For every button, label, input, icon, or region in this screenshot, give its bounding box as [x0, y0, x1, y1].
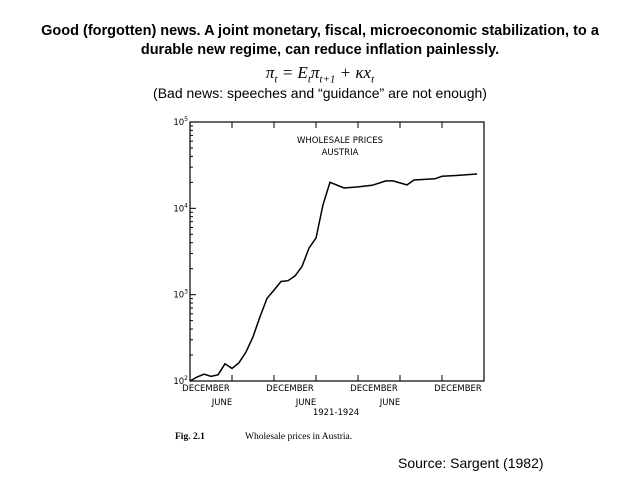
- headline-line-2: durable new regime, can reduce inflation…: [140, 42, 500, 58]
- chart-title-line-2: AUSTRIA: [322, 148, 359, 158]
- x-tick-label: JUNE: [211, 398, 232, 408]
- x-tick-label: JUNE: [295, 398, 316, 408]
- y-tick-label: 104: [173, 202, 188, 214]
- y-tick-label: 105: [173, 116, 188, 128]
- x-tick-label: DECEMBER: [182, 384, 230, 394]
- source-note: Source: Sargent (1982): [398, 455, 544, 471]
- x-tick-label: DECEMBER: [434, 384, 482, 394]
- y-tick-label: 102: [173, 375, 188, 387]
- x-tick-label: JUNE: [379, 398, 400, 408]
- figure-caption: Wholesale prices in Austria.: [245, 432, 352, 442]
- x-axis-label: 1921-1924: [313, 408, 359, 418]
- series-line: [189, 173, 478, 382]
- y-tick-label: 103: [173, 289, 188, 301]
- eq-sub: t: [371, 73, 375, 86]
- eq-kappa-x: + κx: [335, 63, 372, 82]
- eq-sub: t: [274, 73, 278, 86]
- plot-frame: [189, 121, 485, 382]
- x-tick-label: DECEMBER: [266, 384, 314, 394]
- chart-title-line-1: WHOLESALE PRICES: [297, 136, 383, 146]
- figure-number: Fig. 2.1: [175, 432, 205, 442]
- eq-e: E: [297, 63, 308, 82]
- eq-sub: t: [307, 73, 311, 86]
- eq-pi: π: [310, 63, 320, 82]
- headline-line-1: Good (forgotten) news. A joint monetary,…: [41, 23, 599, 39]
- eq-pi: π: [265, 63, 275, 82]
- eq-sub: t+1: [319, 73, 336, 86]
- eq-equals: =: [277, 63, 298, 82]
- x-tick-label: DECEMBER: [350, 384, 398, 394]
- equation: πt = Etπt+1 + κxt: [0, 63, 640, 85]
- bad-news-note: (Bad news: speeches and “guidance” are n…: [153, 85, 487, 101]
